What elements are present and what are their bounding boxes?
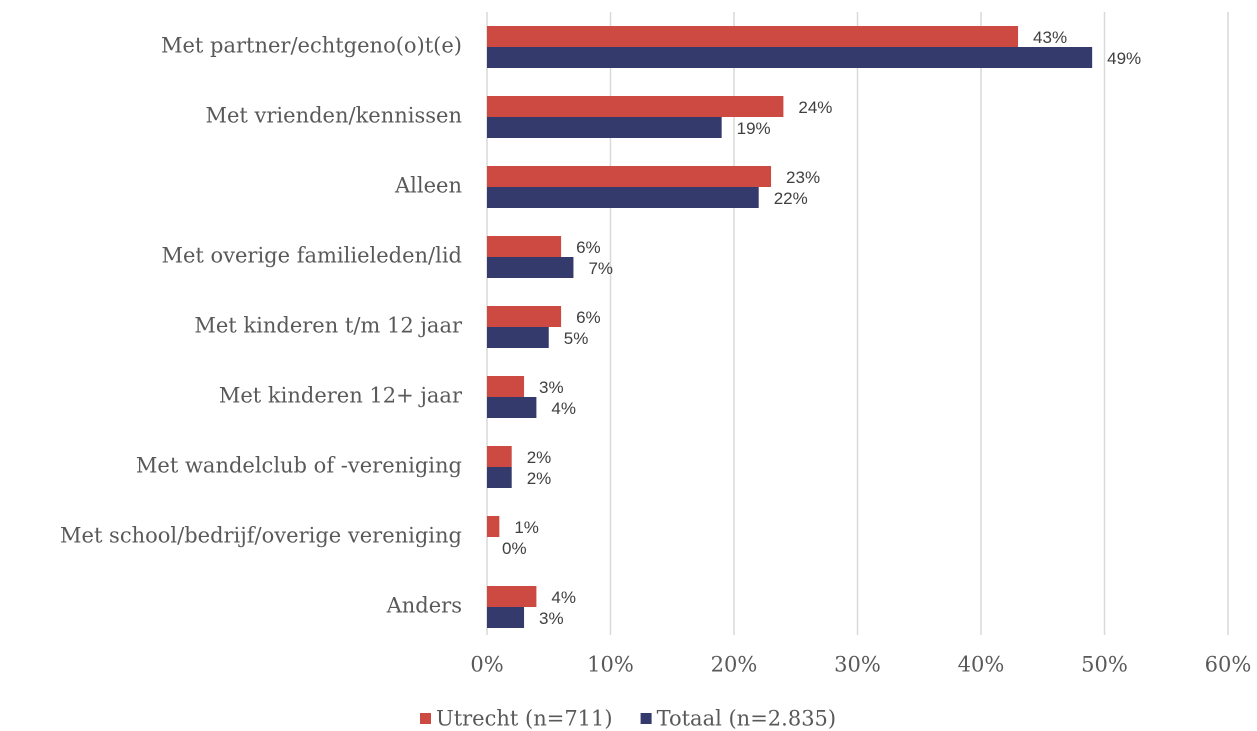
data-label: 2% [527, 469, 552, 488]
y-tick-label: Met kinderen t/m 12 jaar [194, 314, 463, 338]
data-label: 43% [1033, 28, 1067, 47]
data-label: 4% [551, 588, 576, 607]
bar [487, 327, 549, 348]
data-label: 3% [539, 609, 564, 628]
data-label: 3% [539, 378, 564, 397]
bar [487, 397, 537, 418]
y-tick-label: Met kinderen 12+ jaar [219, 384, 463, 408]
bar [487, 96, 784, 117]
bar [487, 586, 537, 607]
bar [487, 187, 759, 208]
x-tick-label: 50% [1081, 653, 1128, 677]
bar [487, 117, 722, 138]
data-label: 0% [502, 539, 527, 558]
legend-label: Utrecht (n=711) [436, 707, 613, 731]
legend-swatch [420, 713, 431, 724]
data-label: 19% [737, 119, 771, 138]
data-label: 5% [564, 329, 589, 348]
bar [487, 236, 562, 257]
y-tick-label: Anders [386, 594, 462, 618]
y-tick-label: Alleen [394, 174, 462, 198]
y-tick-label: Met wandelclub of -vereniging [136, 454, 462, 478]
data-label: 22% [774, 189, 808, 208]
legend-label: Totaal (n=2.835) [657, 707, 837, 731]
bar [487, 26, 1019, 47]
x-tick-label: 20% [711, 653, 758, 677]
y-tick-label: Met partner/echtgeno(o)t(e) [161, 34, 462, 58]
data-label: 2% [527, 448, 552, 467]
data-label: 6% [576, 308, 601, 327]
bar [487, 467, 512, 488]
data-label: 1% [514, 518, 539, 537]
bar [487, 446, 512, 467]
bar [487, 47, 1093, 68]
data-label: 49% [1107, 49, 1141, 68]
x-tick-label: 10% [587, 653, 634, 677]
data-label: 23% [786, 168, 820, 187]
legend-swatch [640, 713, 652, 724]
y-tick-label: Met overige familieleden/lid [161, 244, 462, 268]
bar [487, 306, 562, 327]
y-tick-label: Met school/bedrijf/overige vereniging [60, 524, 462, 548]
x-tick-label: 60% [1205, 653, 1252, 677]
x-tick-label: 30% [834, 653, 881, 677]
bar [487, 257, 574, 278]
bar [487, 376, 525, 397]
data-label: 4% [551, 399, 576, 418]
bar [487, 607, 525, 628]
data-label: 7% [588, 259, 613, 278]
bar [487, 516, 500, 537]
bar [487, 166, 772, 187]
x-tick-label: 0% [470, 653, 503, 677]
data-label: 6% [576, 238, 601, 257]
x-tick-label: 40% [958, 653, 1005, 677]
y-tick-label: Met vrienden/kennissen [205, 104, 462, 128]
data-label: 24% [798, 98, 832, 117]
